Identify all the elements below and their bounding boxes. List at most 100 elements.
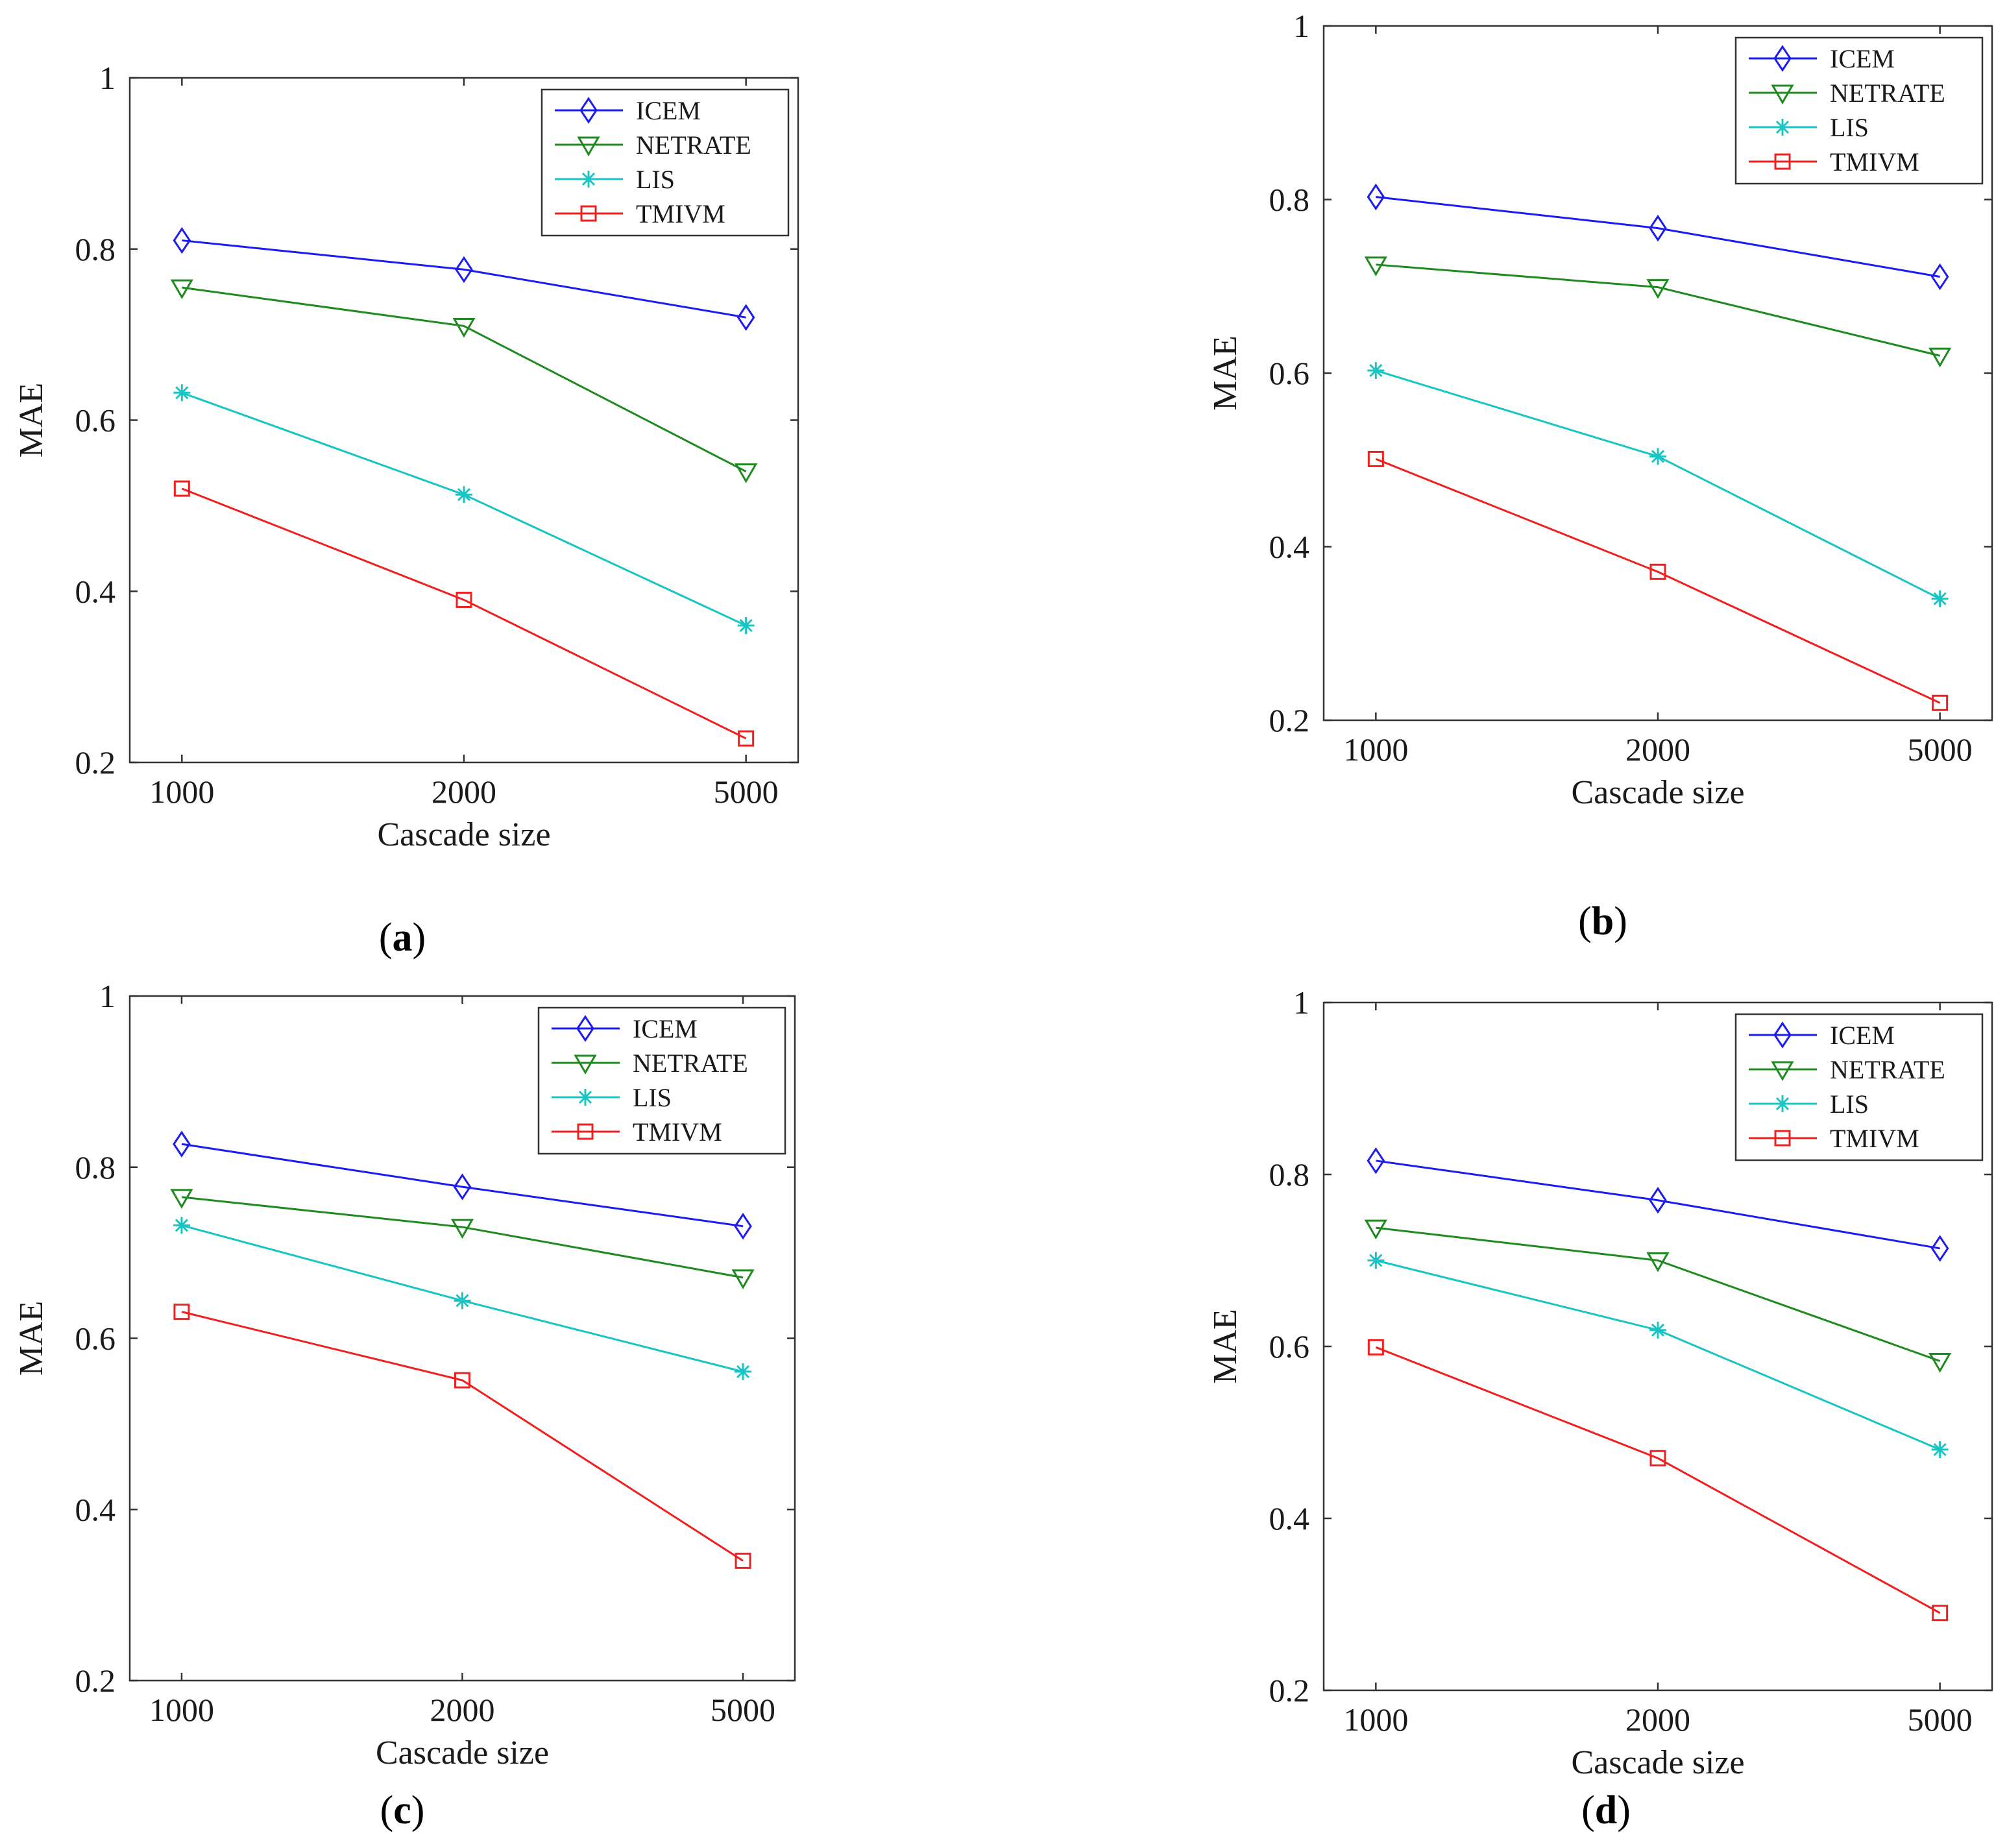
data-point-lis [735,1363,752,1380]
data-point-icem [1649,1187,1667,1214]
series-line-lis [1375,1259,1941,1451]
data-point-icem [734,1213,752,1240]
series-icem [1367,1147,1949,1262]
legend-label-lis: LIS [633,1083,672,1112]
data-point-tmivm [173,1304,190,1320]
data-point-netrate [1364,1219,1387,1240]
x-tick-label: 2000 [1625,1701,1690,1738]
y-tick-label: 0.2 [75,744,116,781]
series-line-icem [1376,195,1940,278]
x-axis-label: Cascade size [1571,1744,1744,1781]
legend-marker-netrate [1771,84,1794,105]
panel-d: 0.2 0.4 0.6 0.8 1 1000 2000 5000 Cascade size MAE… [1207,984,1993,1832]
data-point-netrate [1646,279,1670,299]
y-tick-label: 1 [99,60,116,96]
y-axis-label: MAE [13,383,50,458]
x-tick-label: 5000 [711,1692,775,1728]
series-line-icem [1376,1160,1940,1250]
y-tick-label: 0.8 [1269,182,1310,218]
x-axis-label: Cascade size [1571,774,1744,811]
data-point-icem [173,226,191,254]
data-point-lis [1931,1441,1949,1458]
y-tick-label: 0.4 [1269,1500,1310,1537]
data-point-tmivm [735,1552,751,1569]
data-point-tmivm [1367,1339,1384,1356]
legend-label-netrate: NETRATE [1830,79,1945,108]
legend-label-tmivm: TMIVM [1830,147,1919,176]
legend: ICEM NETRATE LIS TMIVM [541,88,790,237]
legend-label-netrate: NETRATE [1830,1055,1945,1084]
y-tick-label: 0.4 [75,1491,116,1527]
y-tick-label: 1 [99,978,116,1014]
panel-label: (d) [1581,1788,1631,1832]
legend-label-icem: ICEM [1830,1021,1895,1050]
panel-b: 0.2 0.4 0.6 0.8 1 1000 2000 5000 Cascade size MAE… [1207,8,1993,943]
y-tick-label: 0.4 [1269,529,1310,565]
data-point-tmivm [1932,694,1949,711]
series-line-tmivm [1375,458,1941,704]
data-point-tmivm [173,480,190,497]
panel-label: (a) [379,916,426,960]
y-tick-label: 0.6 [1269,1328,1310,1365]
x-axis-label: Cascade size [376,1734,549,1771]
series-lis [173,384,755,634]
legend-marker-tmivm [580,205,597,222]
series-lis [1367,361,1949,607]
legend-marker-lis [580,171,597,188]
data-point-tmivm [456,591,472,608]
data-point-lis [1649,1321,1666,1339]
x-tick-label: 1000 [1343,731,1408,768]
series-netrate [1364,1219,1952,1373]
x-tick-label: 5000 [1908,731,1973,768]
legend-marker-icem [576,1015,594,1042]
data-point-netrate [450,1219,474,1239]
legend-marker-tmivm [577,1123,594,1140]
data-point-icem [736,304,755,331]
panel-c: 0.2 0.4 0.6 0.8 1 1000 2000 5000 Cascade size MAE… [13,978,796,1832]
data-point-lis [173,384,191,402]
legend: ICEM NETRATE LIS TMIVM [1734,1013,1984,1161]
legend-label-netrate: NETRATE [636,130,751,160]
series-line-icem [182,239,746,319]
x-tick-label: 1000 [1343,1701,1408,1738]
data-point-lis [454,1292,471,1309]
data-point-netrate [1364,256,1387,276]
legend-marker-tmivm [1774,1130,1791,1147]
legend-label-icem: ICEM [1830,44,1895,73]
data-point-netrate [170,279,193,300]
series-netrate [1364,256,1952,368]
legend-marker-icem [1773,1021,1792,1049]
data-point-lis [1931,590,1949,607]
series-tmivm [1367,450,1949,711]
x-tick-label: 5000 [1908,1701,1973,1738]
data-point-icem [1367,1147,1385,1174]
series-line-tmivm [1375,1346,1941,1614]
series-tmivm [173,480,755,747]
legend-label-tmivm: TMIVM [636,199,725,228]
series-line-netrate [181,1196,744,1279]
data-point-netrate [735,463,758,483]
legend-label-tmivm: TMIVM [633,1117,722,1147]
y-tick-label: 0.6 [1269,355,1310,391]
series-tmivm [173,1304,751,1569]
data-point-icem [453,1173,472,1200]
series-tmivm [1367,1339,1949,1622]
legend-label-netrate: NETRATE [633,1049,748,1078]
y-tick-label: 0.2 [1269,702,1310,738]
legend-marker-netrate [1771,1061,1794,1082]
legend: ICEM NETRATE LIS TMIVM [537,1006,786,1155]
data-point-tmivm [1649,1450,1666,1466]
series-line-icem [181,1143,744,1228]
series-lis [173,1217,752,1380]
series-line-netrate [1376,263,1941,357]
data-point-tmivm [1932,1605,1949,1622]
y-tick-label: 0.8 [75,1149,116,1185]
data-point-icem [1649,214,1667,242]
legend-label-lis: LIS [1830,113,1869,142]
legend-label-icem: ICEM [636,96,701,125]
legend-label-lis: LIS [636,165,675,194]
series-netrate [170,279,758,483]
y-axis-label: MAE [13,1301,50,1376]
data-point-icem [455,256,473,284]
data-point-icem [1930,263,1949,291]
